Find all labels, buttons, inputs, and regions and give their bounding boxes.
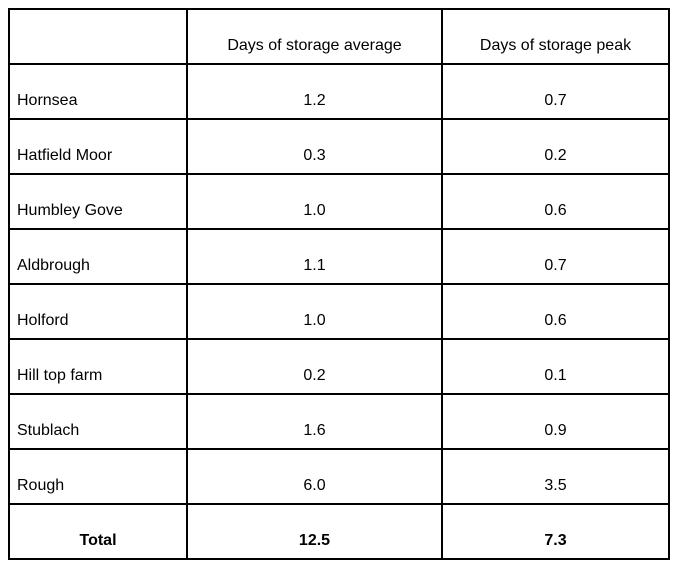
table-row: Stublach 1.6 0.9 [8,393,670,450]
total-average-value: 12.5 [186,503,443,560]
row-peak-value: 0.6 [441,283,670,340]
table-row: Holford 1.0 0.6 [8,283,670,340]
total-row: Total 12.5 7.3 [8,503,670,560]
row-average-value: 1.0 [186,283,443,340]
table-row: Hill top farm 0.2 0.1 [8,338,670,395]
row-peak-value: 0.7 [441,228,670,285]
row-label: Holford [8,283,188,340]
storage-days-table: Days of storage average Days of storage … [8,8,670,560]
row-average-value: 1.6 [186,393,443,450]
row-label: Humbley Gove [8,173,188,230]
row-peak-value: 3.5 [441,448,670,505]
row-peak-value: 0.6 [441,173,670,230]
table-row: Aldbrough 1.1 0.7 [8,228,670,285]
table-row: Hornsea 1.2 0.7 [8,63,670,120]
row-peak-value: 0.1 [441,338,670,395]
row-label: Aldbrough [8,228,188,285]
header-row: Days of storage average Days of storage … [8,8,670,65]
row-label: Rough [8,448,188,505]
row-peak-value: 0.9 [441,393,670,450]
table-row: Hatfield Moor 0.3 0.2 [8,118,670,175]
row-average-value: 1.0 [186,173,443,230]
row-peak-value: 0.2 [441,118,670,175]
row-average-value: 0.2 [186,338,443,395]
table-row: Humbley Gove 1.0 0.6 [8,173,670,230]
row-label: Stublach [8,393,188,450]
row-label: Hatfield Moor [8,118,188,175]
row-average-value: 1.1 [186,228,443,285]
table-row: Rough 6.0 3.5 [8,448,670,505]
row-peak-value: 0.7 [441,63,670,120]
column-header-peak: Days of storage peak [441,8,670,65]
total-label: Total [8,503,188,560]
row-average-value: 1.2 [186,63,443,120]
row-label: Hill top farm [8,338,188,395]
row-average-value: 0.3 [186,118,443,175]
row-average-value: 6.0 [186,448,443,505]
total-peak-value: 7.3 [441,503,670,560]
column-header-average: Days of storage average [186,8,443,65]
row-label: Hornsea [8,63,188,120]
corner-cell [8,8,188,65]
